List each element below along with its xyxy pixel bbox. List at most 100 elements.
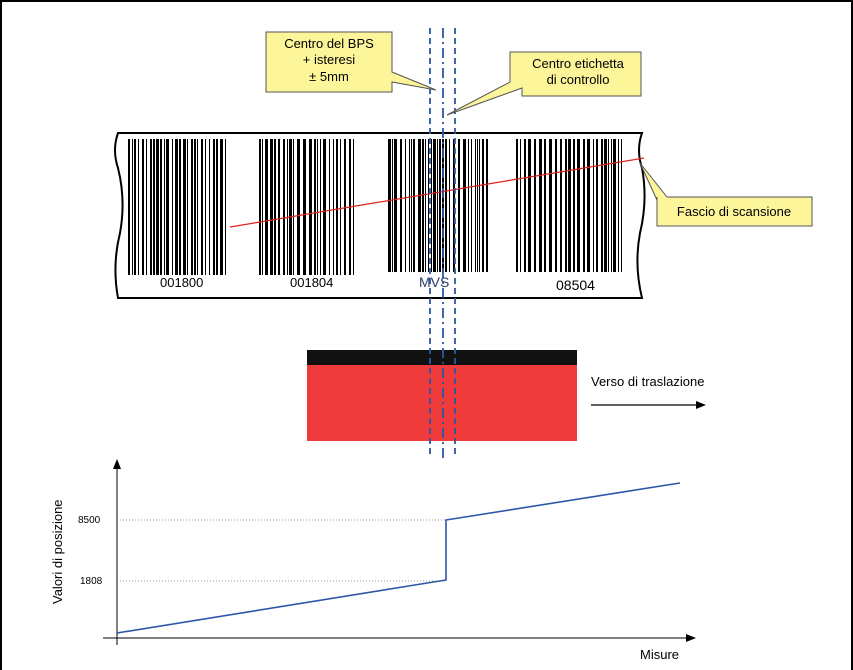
callout-bps-line3: ± 5mm: [309, 69, 349, 84]
barcode-bar: [604, 139, 607, 272]
barcode-bar: [442, 139, 444, 272]
barcode-bar: [220, 139, 223, 275]
barcode-bar: [138, 139, 139, 275]
barcode-bar: [309, 139, 312, 275]
barcode-bar: [560, 139, 562, 272]
barcode-bar: [320, 139, 321, 275]
barcode-bar: [463, 139, 466, 272]
callout-label-center: Centro etichetta di controllo: [446, 51, 642, 116]
barcode-bar: [431, 139, 432, 272]
barcode-bar: [555, 139, 557, 272]
barcode-bar: [608, 139, 609, 272]
barcode-bar: [329, 139, 330, 275]
barcode-bar: [172, 139, 173, 275]
barcode-bar: [568, 139, 571, 272]
barcode-bar: [486, 139, 488, 272]
barcode-bar: [340, 139, 341, 275]
barcode-bar: [303, 139, 306, 275]
barcode-bar: [191, 139, 193, 275]
barcode-bar: [583, 139, 585, 272]
barcode-bar: [475, 139, 476, 272]
barcode-bar: [516, 139, 518, 272]
barcode-bar: [544, 139, 546, 272]
barcode-bar: [166, 139, 169, 275]
barcode-bar: [274, 139, 276, 275]
barcode-bar: [458, 139, 460, 272]
barcode-bar: [160, 139, 162, 275]
barcode-bar: [433, 139, 436, 272]
barcode-bar: [153, 139, 155, 275]
barcode-bar: [524, 139, 526, 272]
barcode-bar: [317, 139, 318, 275]
barcode-bar: [132, 139, 133, 275]
barcode-tape: [114, 132, 646, 299]
barcode-bar: [164, 139, 165, 275]
barcode-bar: [479, 139, 480, 272]
x-axis-label: Misure: [640, 647, 679, 662]
barcode-bar: [596, 139, 598, 272]
barcode-bar: [287, 139, 288, 275]
direction-label: Verso di traslazione: [591, 374, 704, 389]
callout-bps-center: Centro del BPS + isteresi ± 5mm: [265, 31, 437, 93]
barcode-bar: [534, 139, 536, 272]
barcode-bar: [344, 139, 346, 275]
barcode-bar: [209, 139, 210, 275]
barcode-bar: [156, 139, 159, 275]
barcode-bar: [422, 139, 424, 272]
callout-bps-line1: Centro del BPS: [284, 36, 374, 51]
barcode-bar: [283, 139, 285, 275]
barcode-label-1: 001800: [160, 275, 203, 290]
barcode-bar: [314, 139, 316, 275]
barcode-bar: [618, 139, 619, 272]
barcode-bar: [150, 139, 152, 275]
barcode-bar: [413, 139, 415, 272]
barcode-bar: [333, 139, 334, 275]
barcode-bar: [613, 139, 616, 272]
y-axis-arrowhead: [113, 459, 121, 469]
barcode-bar: [482, 139, 484, 272]
callout-label-line2: di controllo: [547, 72, 610, 87]
barcode-bar: [201, 139, 203, 275]
barcode-bar: [179, 139, 181, 275]
barcode-bar: [289, 139, 292, 275]
callout-scan-text: Fascio di scansione: [677, 204, 791, 219]
barcode-bar: [593, 139, 594, 272]
barcode-bar: [278, 139, 280, 275]
barcode-bar: [587, 139, 590, 272]
barcode-bar: [439, 139, 441, 272]
barcode-bar: [225, 139, 226, 275]
barcode-bar: [573, 139, 575, 272]
callout-scan-beam: Fascio di scansione: [639, 162, 813, 227]
barcode-bar: [197, 139, 198, 275]
barcode-bar: [323, 139, 326, 275]
barcode-bar: [175, 139, 178, 275]
barcode-bar: [213, 139, 215, 275]
barcode-bar: [400, 139, 402, 272]
barcode-bar: [565, 139, 567, 272]
barcode-bar: [621, 139, 622, 272]
barcode-bar: [601, 139, 603, 272]
barcode-bar: [437, 139, 438, 272]
barcode-bar: [194, 139, 196, 275]
y-tick-8500: 8500: [78, 515, 101, 526]
barcode-bar: [336, 139, 338, 275]
barcode-bar: [265, 139, 268, 275]
barcode-bar: [183, 139, 186, 275]
barcode-bar: [270, 139, 273, 275]
barcode-bar: [297, 139, 300, 275]
position-chart: 8500 1808 Misure Valori di posizione: [50, 459, 696, 662]
barcode-bar: [216, 139, 218, 275]
barcode-bar: [388, 139, 391, 272]
barcode-bar: [262, 139, 263, 275]
barcode-bar: [134, 139, 136, 275]
barcode-bar: [477, 139, 478, 272]
x-axis-arrowhead: [686, 634, 696, 642]
barcode-label-4: 08504: [556, 277, 595, 293]
vehicle-top-bar: [307, 350, 577, 365]
y-axis-label: Valori di posizione: [50, 499, 65, 604]
barcode-label-3: MVS: [419, 274, 449, 290]
barcode-bar: [411, 139, 412, 272]
barcode-bar: [142, 139, 144, 275]
